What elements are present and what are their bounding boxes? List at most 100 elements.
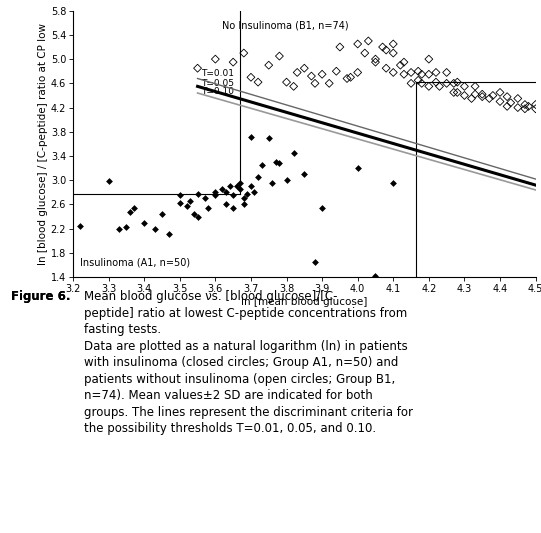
Point (353, 68, 362, 77)
Point (471, 90, 479, 99)
Point (222, 188, 230, 197)
Point (531, 100, 540, 109)
Point (222, 200, 230, 209)
Point (496, 88, 504, 96)
Point (400, 70, 408, 78)
Point (524, 102, 533, 111)
Point (282, 78, 291, 86)
Point (229, 203, 237, 212)
X-axis label: ln [mean blood glucose]: ln [mean blood glucose] (241, 297, 367, 307)
Text: Figure 6.: Figure 6. (11, 290, 70, 303)
Point (247, 73, 255, 82)
Text: Mean blood glucose νs. [blood glucose]/[C-
peptide] ratio at lowest C-peptide co: Mean blood glucose νs. [blood glucose]/[… (84, 290, 413, 435)
Point (382, 46, 391, 54)
Point (190, 209, 199, 218)
Point (265, 134, 273, 142)
Point (193, 189, 202, 198)
Point (450, 88, 458, 96)
Point (175, 191, 184, 200)
Point (418, 79, 426, 87)
Point (240, 200, 248, 209)
Point (496, 97, 504, 106)
Point (489, 91, 497, 100)
Point (240, 194, 248, 203)
Point (225, 182, 234, 191)
Point (311, 79, 319, 87)
Point (435, 82, 444, 91)
Point (289, 149, 298, 157)
Point (506, 99, 515, 107)
Point (272, 158, 280, 166)
Point (407, 79, 415, 87)
Point (254, 173, 262, 181)
Point (453, 78, 461, 86)
Point (425, 55, 433, 63)
Point (425, 70, 433, 78)
Point (353, 40, 362, 49)
Point (126, 207, 134, 216)
Point (186, 197, 195, 206)
Point (503, 92, 511, 101)
Point (175, 199, 184, 207)
Point (360, 49, 369, 58)
Point (478, 92, 486, 101)
Text: T=0.05: T=0.05 (201, 79, 234, 88)
Point (129, 203, 138, 212)
Point (443, 79, 451, 87)
Point (389, 49, 398, 58)
Point (485, 94, 494, 103)
Point (182, 201, 191, 210)
Point (407, 68, 415, 77)
Point (76, 221, 84, 230)
Point (389, 40, 398, 49)
Point (335, 43, 344, 51)
Point (400, 58, 408, 67)
Point (140, 219, 149, 227)
Point (236, 185, 245, 193)
Point (311, 258, 319, 266)
Point (229, 58, 237, 67)
Point (396, 61, 405, 69)
Point (378, 43, 387, 51)
Point (520, 104, 529, 113)
Point (443, 68, 451, 77)
Point (247, 132, 255, 141)
Point (211, 55, 220, 63)
Point (247, 182, 255, 191)
Point (453, 88, 461, 96)
Point (513, 94, 522, 103)
Text: T=0.01: T=0.01 (201, 69, 234, 78)
Text: T=0.10: T=0.10 (201, 87, 234, 96)
Point (211, 191, 220, 200)
Point (389, 179, 398, 188)
Point (364, 37, 373, 45)
Point (243, 189, 252, 198)
Point (265, 61, 273, 69)
Point (229, 191, 237, 200)
Point (371, 272, 380, 280)
Point (122, 223, 131, 232)
Point (425, 82, 433, 91)
Point (218, 185, 227, 193)
Point (325, 79, 334, 87)
Point (520, 100, 529, 109)
Point (503, 102, 511, 111)
Point (268, 179, 276, 188)
Point (414, 76, 423, 85)
Point (382, 64, 391, 72)
Point (211, 188, 220, 197)
Point (432, 78, 440, 86)
Point (432, 68, 440, 77)
Point (289, 82, 298, 91)
Point (275, 159, 283, 167)
Point (318, 203, 326, 212)
Point (240, 49, 248, 58)
Point (478, 90, 486, 99)
Text: Insulinoma (A1, n=50): Insulinoma (A1, n=50) (80, 257, 190, 267)
Point (165, 229, 174, 238)
Point (346, 73, 355, 82)
Point (193, 212, 202, 221)
Point (389, 68, 398, 77)
Point (250, 188, 259, 197)
Point (460, 91, 469, 100)
